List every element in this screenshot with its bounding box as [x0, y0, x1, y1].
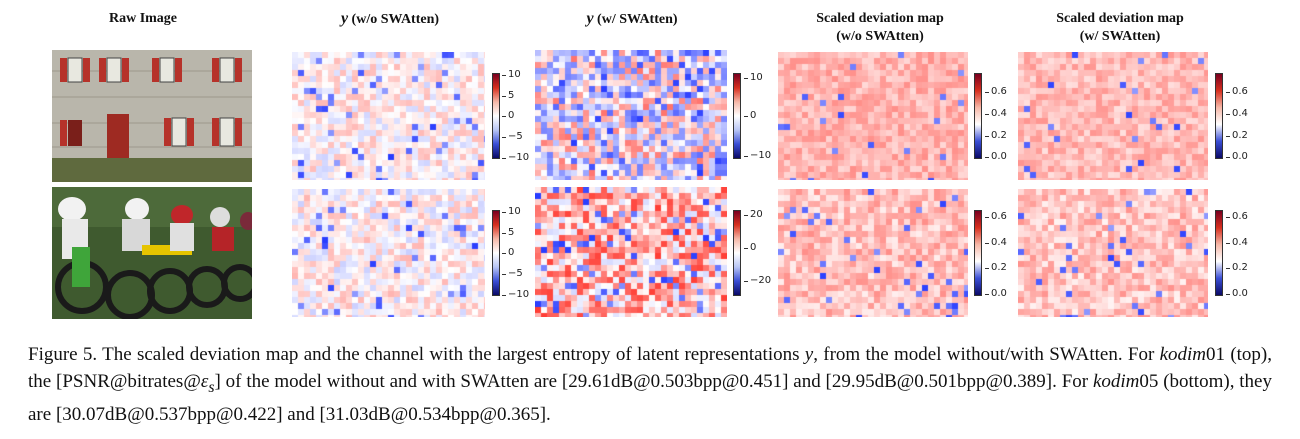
caption-math: ε	[200, 371, 209, 392]
title-line-1: Scaled deviation map	[816, 11, 944, 26]
colorbar-r1-y-without	[492, 73, 500, 159]
title-line-2: (w/ SWAtten)	[1079, 29, 1161, 44]
title-y-without-swatten: y (w/o SWAtten)	[300, 10, 480, 29]
tick-label: 10	[502, 69, 521, 80]
caption-text: ] of the model without and with SWAtten …	[214, 371, 1093, 392]
tick-label: −10	[743, 150, 772, 161]
heatmap-deviation-without-swatten-kodim05	[778, 189, 968, 317]
tick-label: 10	[744, 72, 763, 83]
colorbar-r2-deviation-without	[974, 210, 982, 296]
title-y-with-swatten: y (w/ SWAtten)	[542, 10, 722, 29]
caption-text: 01 (top), the [PSNR@bitrates@	[28, 344, 1272, 392]
tick-label: 0.0	[1226, 288, 1248, 299]
heatmap-y-with-swatten-kodim01	[535, 50, 727, 180]
colorbar-r1-y-with	[733, 73, 741, 159]
tick-label: 0.6	[985, 86, 1007, 97]
tick-label: 0.0	[1226, 151, 1248, 162]
caption-text: , from the model without/with SWAtten. F…	[813, 344, 1160, 365]
colorbar-r1-deviation-with	[1215, 73, 1223, 159]
title-raw-image: Raw Image	[108, 11, 178, 26]
heatmap-deviation-with-swatten-kodim05	[1018, 189, 1208, 317]
colorbar-r1-deviation-without	[974, 73, 982, 159]
tick-label: 20	[744, 209, 763, 220]
motocross-photo-illustration	[52, 187, 252, 319]
caption-text: Figure 5. The scaled deviation map and t…	[28, 344, 805, 365]
tick-label: 0.4	[985, 108, 1007, 119]
title-y-symbol: y	[586, 10, 594, 27]
title-deviation-without-swatten: Scaled deviation map (w/o SWAtten)	[780, 10, 980, 46]
raw-image-house	[52, 50, 252, 182]
tick-label: 5	[501, 90, 515, 101]
tick-label: 0.4	[1226, 237, 1248, 248]
heatmap-deviation-without-swatten-kodim01	[778, 52, 968, 180]
caption-math: kodim	[1092, 371, 1140, 392]
tick-label: 0	[501, 247, 515, 258]
tick-label: 0.6	[1226, 211, 1248, 222]
tick-label: −5	[502, 268, 523, 279]
caption-text: 05 (bottom), they are [30.07dB@0.537bpp@…	[28, 371, 1272, 425]
tick-label: 0	[501, 110, 515, 121]
tick-label: 0.4	[985, 237, 1007, 248]
heatmap-y-without-swatten-kodim05	[292, 189, 485, 317]
colorbar-r2-y-without	[492, 210, 500, 296]
heatmap-y-without-swatten-kodim01	[292, 52, 485, 180]
title-line-2: (w/o SWAtten)	[836, 29, 924, 44]
tick-label: 0.2	[985, 262, 1007, 273]
tick-label: −10	[501, 152, 530, 163]
tick-label: −20	[743, 275, 772, 286]
tick-label: 0.6	[985, 211, 1007, 222]
house-photo-illustration	[52, 50, 252, 182]
raw-image-motocross	[52, 187, 252, 319]
tick-label: 0.0	[985, 151, 1007, 162]
heatmap-deviation-with-swatten-kodim01	[1018, 52, 1208, 180]
tick-label: −10	[501, 289, 530, 300]
tick-label: 0.2	[1226, 262, 1248, 273]
title-y-suffix: (w/ SWAtten)	[593, 12, 678, 27]
tick-label: 0.6	[1226, 86, 1248, 97]
title-line-1: Scaled deviation map	[1056, 11, 1184, 26]
title-y-symbol: y	[340, 10, 349, 27]
tick-label: 0.2	[985, 130, 1007, 141]
tick-label: 10	[502, 206, 521, 217]
tick-label: 0.4	[1226, 108, 1248, 119]
colorbar-r2-deviation-with	[1215, 210, 1223, 296]
title-deviation-with-swatten: Scaled deviation map (w/ SWAtten)	[1020, 10, 1220, 46]
tick-label: 0.0	[985, 288, 1007, 299]
tick-label: 0	[743, 242, 757, 253]
tick-label: −5	[502, 131, 523, 142]
tick-label: 0.2	[1226, 130, 1248, 141]
caption-math-subscript: s	[208, 378, 215, 396]
tick-label: 0	[743, 110, 757, 121]
colorbar-r2-y-with	[733, 210, 741, 296]
figure-caption: Figure 5. The scaled deviation map and t…	[28, 341, 1272, 428]
heatmap-y-with-swatten-kodim05	[535, 187, 727, 317]
tick-label: 5	[501, 227, 515, 238]
title-y-suffix: (w/o SWAtten)	[348, 12, 440, 27]
caption-math: kodim	[1159, 344, 1207, 365]
caption-math: y	[804, 344, 814, 365]
